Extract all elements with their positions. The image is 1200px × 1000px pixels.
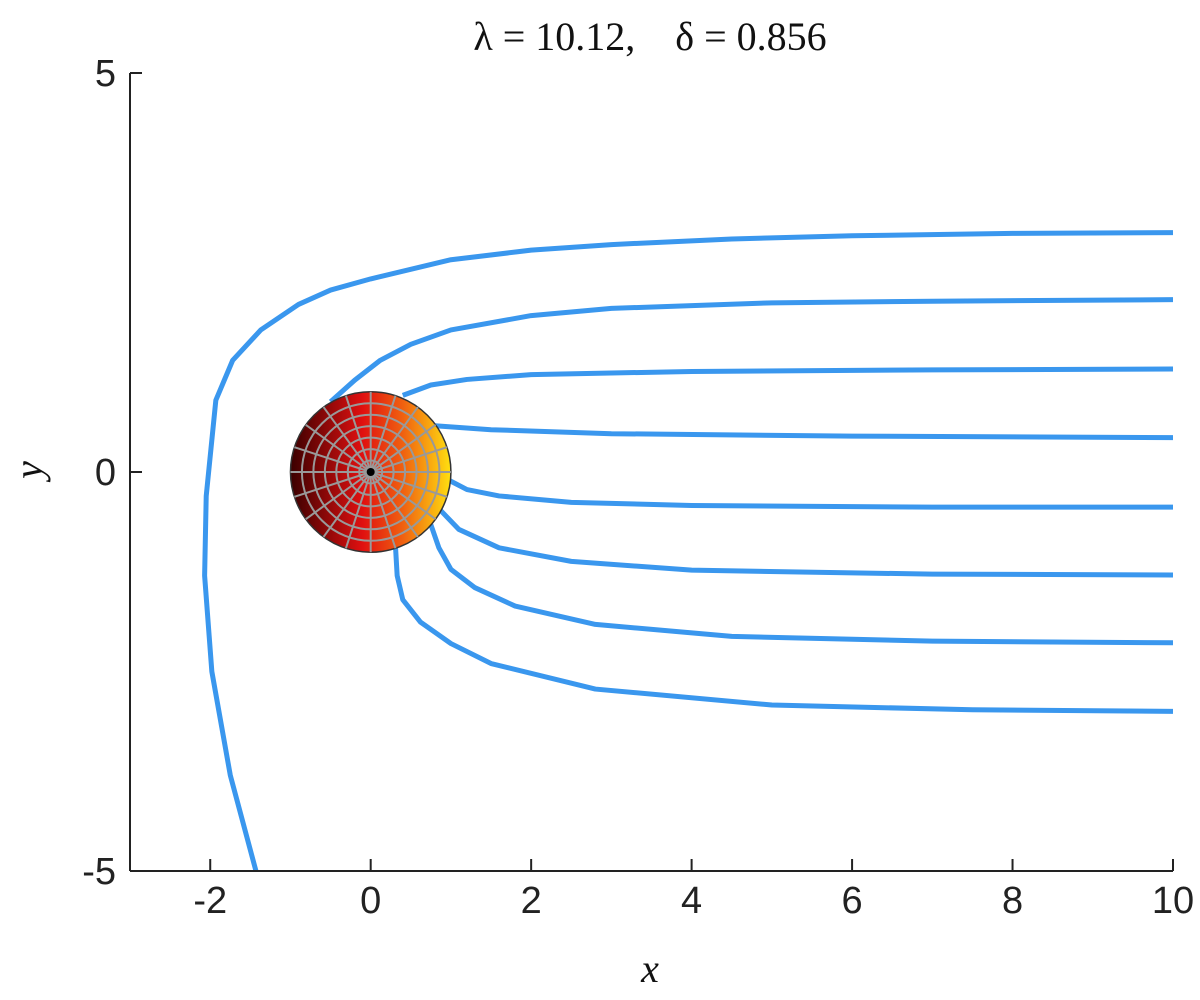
disk-spoke — [370, 446, 448, 473]
streamline — [401, 366, 1173, 398]
x-tick-label: 4 — [681, 880, 702, 922]
disk-spoke — [322, 471, 372, 538]
x-tick-label: 6 — [842, 880, 863, 922]
disk-spoke — [369, 395, 397, 473]
disk-spoke — [370, 471, 448, 498]
disk-spoke — [305, 471, 372, 520]
disk-group — [289, 391, 452, 553]
y-tick-label: 0 — [95, 452, 116, 494]
disk-spoke — [322, 406, 372, 473]
disk-spoke — [370, 471, 437, 520]
disk-spoke — [369, 471, 419, 538]
x-tick-label: 8 — [1002, 880, 1023, 922]
disk-spoke — [370, 424, 437, 473]
disk-spoke — [294, 471, 372, 498]
x-tick-label: 2 — [521, 880, 542, 922]
disk-spoke — [344, 395, 372, 473]
x-axis-label: x — [640, 946, 659, 991]
chart-title: λ = 10.12, δ = 0.856 — [473, 14, 826, 59]
y-tick-label: 5 — [95, 53, 116, 95]
x-tick-label: -2 — [193, 880, 227, 922]
x-tick-label: 0 — [360, 880, 381, 922]
plot-area — [202, 230, 1173, 871]
streamline — [393, 547, 1173, 714]
disk-spoke — [369, 471, 397, 549]
streamline — [328, 297, 1173, 404]
disk-spoke — [344, 471, 372, 549]
streamline — [434, 423, 1173, 441]
disk-spoke — [305, 424, 372, 473]
disk-spoke — [369, 406, 419, 473]
y-tick-label: -5 — [82, 851, 116, 893]
disk-center — [366, 468, 375, 476]
streamline — [428, 523, 1173, 646]
disk-spoke — [294, 446, 372, 473]
streamline — [202, 230, 1173, 871]
y-axis-label: y — [6, 461, 51, 483]
x-tick-label: 10 — [1152, 880, 1194, 922]
streamline — [447, 477, 1173, 510]
streamline — [438, 508, 1173, 578]
